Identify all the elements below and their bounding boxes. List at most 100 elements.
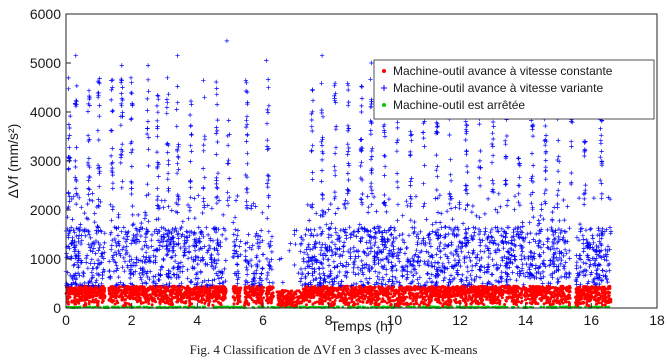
point-constant-speed [465,291,469,295]
point-variable-speed [466,226,471,231]
point-constant-speed [364,294,368,298]
point-constant-speed [543,296,547,300]
point-constant-speed [175,291,179,295]
point-variable-speed [260,238,265,243]
point-variable-speed [358,279,364,284]
point-variable-speed [512,237,517,243]
point-variable-speed [305,244,311,250]
point-constant-speed [134,285,137,289]
point-variable-speed [259,278,265,283]
point-variable-speed [75,270,81,276]
point-variable-speed [309,266,315,271]
point-constant-speed [277,301,281,304]
point-variable-speed [91,246,96,251]
point-constant-speed [111,299,115,302]
point-constant-speed [472,294,476,298]
point-variable-speed [439,211,444,216]
point-variable-speed [480,281,485,286]
point-constant-speed [554,293,557,297]
point-variable-speed [193,276,198,281]
point-constant-speed [403,287,407,291]
point-constant-speed [551,285,555,289]
point-constant-speed [218,286,222,290]
point-variable-speed [338,282,344,288]
point-stopped [173,305,176,309]
point-constant-speed [468,296,471,300]
point-constant-speed [337,292,341,296]
point-constant-speed [144,300,148,304]
point-constant-speed [350,297,354,301]
point-constant-speed [488,286,492,290]
point-constant-speed [480,287,484,291]
point-constant-speed [448,289,452,293]
point-constant-speed [138,286,141,290]
point-variable-speed [311,233,316,239]
point-variable-speed [341,263,346,269]
point-constant-speed [179,295,183,299]
point-variable-speed [422,259,427,264]
point-variable-speed [507,259,512,264]
point-variable-speed [325,257,331,262]
point-variable-speed [325,248,330,254]
point-variable-speed [516,191,521,196]
point-constant-speed [83,301,87,305]
point-variable-speed [125,230,130,236]
point-variable-speed [121,282,126,288]
point-variable-speed [505,249,510,254]
point-constant-speed [505,285,509,289]
point-variable-speed [595,232,600,238]
point-variable-speed [441,278,446,283]
point-variable-speed [597,239,602,244]
point-constant-speed [308,287,312,291]
point-variable-speed [580,233,586,238]
point-variable-speed [186,216,191,221]
point-constant-speed [346,290,350,294]
point-variable-speed [344,274,349,280]
point-stopped [502,305,505,309]
point-variable-speed [443,224,448,230]
point-constant-speed [85,293,89,297]
point-constant-speed [99,296,102,300]
point-constant-speed [147,302,151,305]
point-constant-speed [541,294,545,298]
point-variable-speed [164,238,170,243]
point-stopped [239,306,242,309]
point-variable-speed [123,248,129,253]
point-variable-speed [257,258,262,264]
point-constant-speed [216,289,219,293]
point-variable-speed [157,247,162,252]
point-variable-speed [539,207,544,212]
point-variable-speed [461,282,467,287]
point-constant-speed [368,291,372,295]
point-variable-speed [80,270,86,275]
point-constant-speed [79,298,83,302]
point-constant-speed [519,301,523,305]
point-constant-speed [295,295,299,299]
point-constant-speed [563,297,567,301]
point-variable-speed [587,264,592,269]
point-stopped [281,305,284,309]
point-variable-speed [487,251,493,256]
point-variable-speed [373,269,378,274]
point-variable-speed [310,246,316,251]
point-variable-speed [200,280,205,285]
point-variable-speed [581,237,586,242]
point-constant-speed [82,298,86,302]
point-variable-speed [178,226,183,232]
point-constant-speed [531,284,535,288]
point-stopped [503,306,507,309]
point-variable-speed [415,277,420,282]
point-variable-speed [541,242,546,247]
point-variable-speed [521,282,526,287]
point-variable-speed [287,248,292,253]
point-variable-speed [496,279,501,284]
point-variable-speed [301,250,307,255]
point-variable-speed [206,278,211,283]
point-stopped [240,305,244,309]
point-variable-speed [353,272,358,277]
point-variable-speed [114,263,119,268]
point-constant-speed [486,289,490,293]
point-variable-speed [537,221,542,226]
point-stopped [548,305,551,309]
point-variable-speed [69,274,75,280]
